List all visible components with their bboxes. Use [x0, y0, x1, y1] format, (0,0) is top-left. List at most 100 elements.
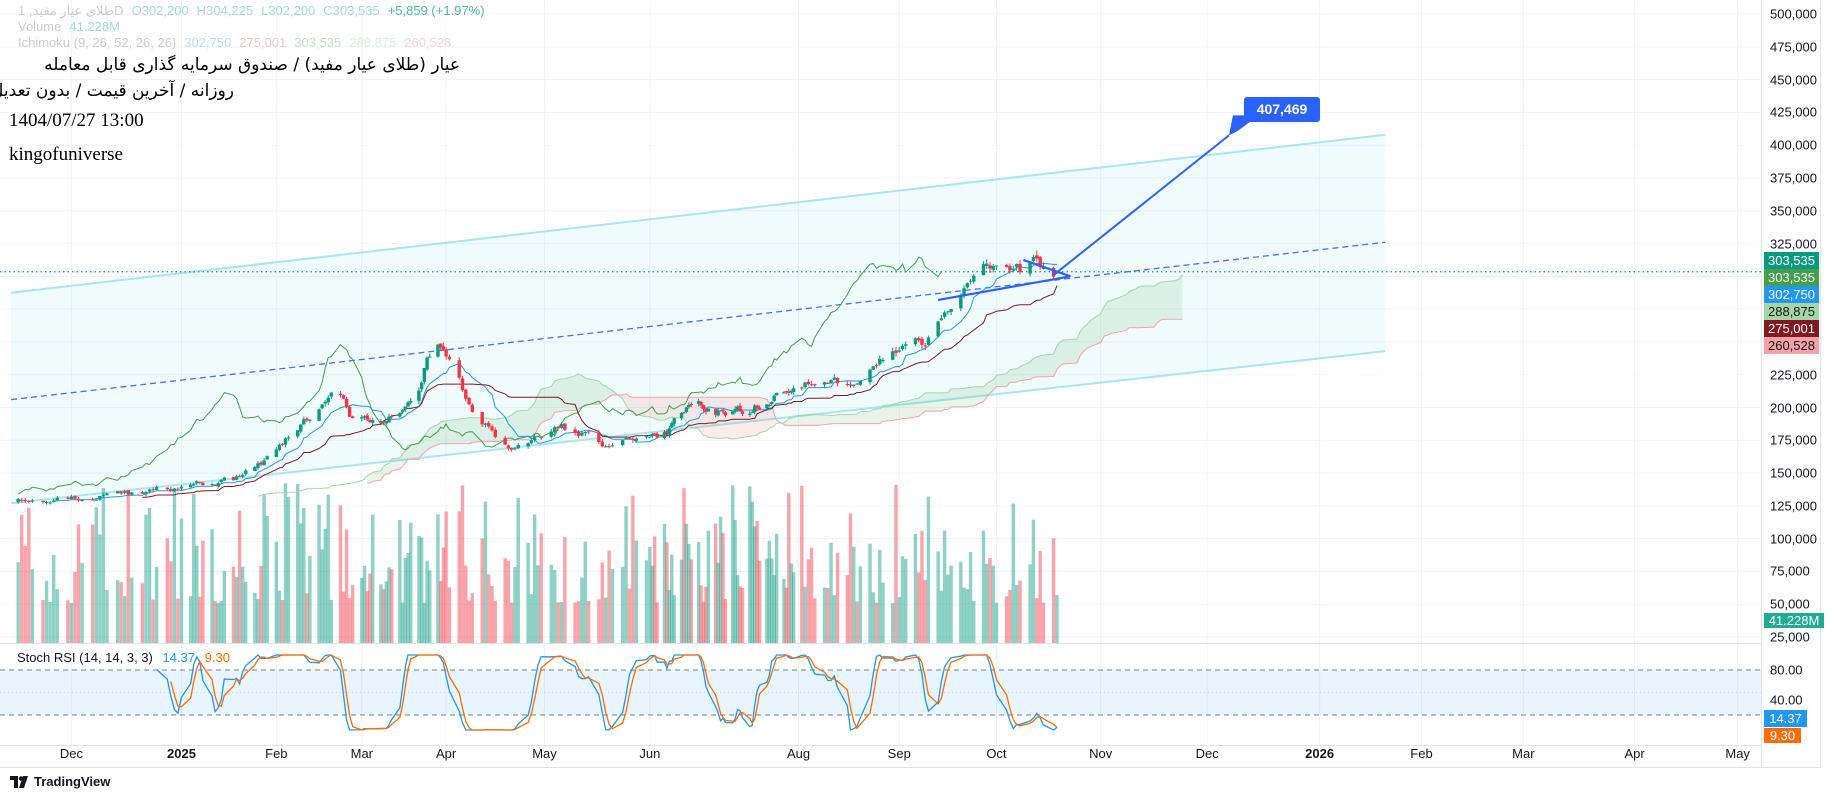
time-tick: Apr	[435, 746, 457, 761]
cloud-segment	[1111, 299, 1115, 334]
time-tick: Sep	[887, 746, 911, 761]
volume-bar	[400, 602, 405, 643]
volume-bar	[417, 536, 421, 643]
volume-bar	[441, 547, 446, 643]
candle-body	[370, 420, 375, 423]
target-price-label[interactable]: 407,469	[1244, 97, 1320, 122]
candle-body	[244, 470, 248, 475]
candle-body	[464, 389, 468, 399]
lagging-value: 303,535	[294, 35, 342, 50]
cloud-segment	[691, 397, 699, 429]
candle-body	[144, 492, 148, 495]
cloud-segment	[831, 415, 835, 424]
volume-bar	[41, 599, 45, 643]
triangle-lower-line	[937, 275, 1071, 302]
cloud-segment	[892, 403, 897, 421]
volume-bar	[644, 560, 649, 643]
volume-bar	[493, 600, 497, 643]
candle-body	[603, 446, 608, 448]
volume-bar	[682, 488, 686, 643]
cloud-segment	[720, 397, 723, 439]
ichimoku-legend[interactable]: Ichimoku (9, 26, 52, 26, 26) 302,750 275,0…	[18, 35, 459, 50]
price-tick: 375,000	[1770, 170, 1817, 186]
tradingview-logo[interactable]: TradingView	[10, 774, 110, 789]
volume-bar	[151, 599, 155, 643]
candle-body	[277, 444, 282, 450]
volume-bar	[946, 574, 950, 643]
stoch-rsi-legend[interactable]: Stoch RSI (14, 14, 3, 3) 14.37 9.30	[17, 650, 230, 665]
volume-bar	[733, 520, 737, 643]
volume-bar	[829, 542, 833, 643]
candle-body	[222, 477, 227, 481]
volume-bar	[274, 541, 279, 643]
cloud-segment	[664, 397, 667, 421]
cloud-segment	[824, 415, 828, 425]
volume-bar	[723, 599, 728, 643]
cloud-segment	[1090, 313, 1101, 347]
candle-body	[296, 430, 300, 437]
candle-body	[721, 409, 725, 412]
volume-bar	[650, 565, 654, 643]
candle-body	[1028, 262, 1032, 274]
candle-body	[662, 432, 667, 438]
cloud-segment	[1060, 339, 1064, 366]
volume-bar	[231, 566, 236, 643]
candle-body	[44, 502, 49, 504]
volume-bar	[822, 587, 827, 643]
volume-bar	[381, 589, 386, 643]
cloud-segment	[1087, 320, 1091, 349]
volume-bar	[848, 513, 853, 643]
volume-bar	[832, 595, 836, 643]
volume-bar	[913, 533, 918, 643]
cloud-segment	[534, 395, 538, 436]
chart-canvas[interactable]	[0, 0, 1762, 768]
volume-bar	[576, 601, 581, 643]
candle-body	[347, 406, 352, 417]
cloud-segment	[960, 388, 965, 407]
volume-bar	[1031, 519, 1036, 643]
candle-body	[231, 477, 236, 481]
cloud-segment	[814, 414, 825, 426]
cloud-segment	[1036, 355, 1041, 377]
candle-body	[988, 265, 992, 269]
channel-fill	[11, 134, 1386, 504]
time-tick: Nov	[1089, 746, 1113, 761]
volume-bar	[259, 565, 263, 643]
volume-bar	[1041, 602, 1046, 643]
stoch-rsi-pane	[0, 654, 1762, 731]
volume-bar	[140, 583, 145, 643]
candle-body	[368, 419, 372, 423]
volume-bar	[55, 589, 59, 643]
candle-body	[733, 408, 737, 411]
candle-body	[188, 484, 193, 488]
volume-bar	[302, 507, 306, 643]
cloud-segment	[1006, 369, 1010, 387]
cloud-segment	[561, 378, 565, 412]
cloud-segment	[749, 397, 753, 437]
volume-bar	[748, 486, 752, 643]
candle-body	[653, 433, 657, 435]
cloud-segment	[788, 418, 792, 426]
overlay-title: عیار (طلای عیار مفید) / صندوق سرمایه گذا…	[44, 55, 460, 75]
channel-mid-line	[10, 241, 1386, 401]
candle-body	[428, 356, 432, 358]
volume-bar	[787, 493, 791, 643]
candle-body	[991, 266, 995, 270]
candle-body	[274, 449, 279, 457]
cloud-segment	[870, 409, 874, 424]
volume-bar	[234, 576, 239, 643]
time-tick: 2026	[1305, 746, 1335, 761]
candle-body	[757, 407, 762, 410]
volume-bar	[122, 596, 127, 643]
volume-bar	[556, 602, 560, 643]
cloud-segment	[674, 397, 682, 419]
volume-legend[interactable]: Volume 41.228M	[18, 19, 128, 34]
cloud-segment	[1114, 295, 1126, 333]
volume-bar	[467, 600, 471, 643]
candle-body	[949, 309, 953, 312]
volume-bar	[237, 510, 242, 643]
price-tick: 475,000	[1770, 39, 1817, 55]
volume-bar	[800, 485, 804, 643]
candle-body	[917, 337, 921, 341]
symbol-legend[interactable]: طلای عیار مفید, 1D O302,200 H304,225 L302,2…	[18, 3, 493, 18]
